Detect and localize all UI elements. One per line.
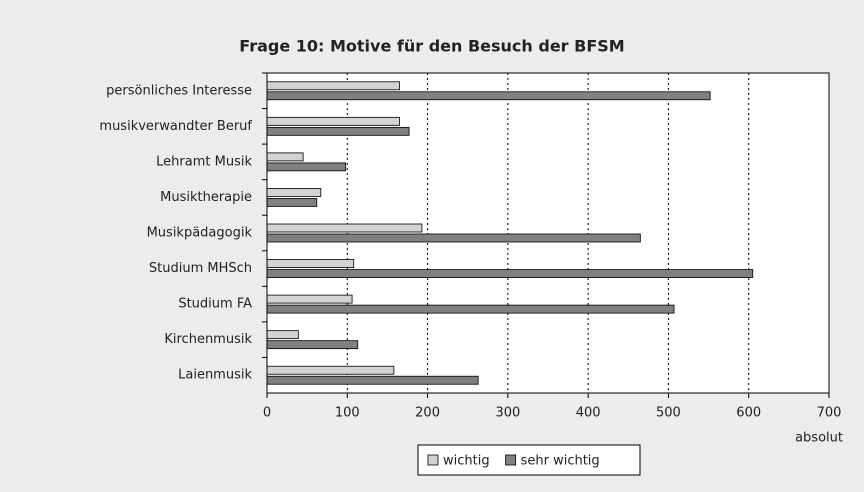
- x-tick-label: 400: [576, 406, 601, 421]
- bar: [266, 365, 395, 375]
- bar: [266, 116, 400, 126]
- chart-title: Frage 10: Motive für den Besuch der BFSM: [239, 37, 624, 56]
- bar: [266, 162, 347, 172]
- x-tick-label: 600: [736, 406, 761, 421]
- bar: [266, 233, 641, 243]
- y-tick-label: musikverwandter Beruf: [99, 119, 252, 134]
- bar: [266, 330, 299, 340]
- bar: [266, 188, 322, 197]
- y-tick-label: persönliches Interesse: [106, 83, 252, 98]
- bar: [266, 223, 423, 233]
- y-tick-label: Musiktherapie: [160, 190, 252, 205]
- legend-swatch: [505, 454, 516, 466]
- bar: [266, 91, 711, 101]
- plot-area: [267, 73, 829, 393]
- bar: [266, 304, 675, 314]
- y-tick-label: Studium FA: [178, 297, 252, 312]
- x-tick-label: 300: [495, 406, 520, 421]
- bar: [266, 152, 304, 162]
- x-tick-label: 700: [817, 406, 842, 421]
- bar: [266, 375, 479, 385]
- y-tick-label: Musikpädagogik: [147, 226, 253, 241]
- y-tick-label: Laienmusik: [178, 368, 252, 383]
- bar: [266, 126, 410, 136]
- bar: [266, 198, 318, 207]
- legend-label: sehr wichtig: [521, 454, 600, 469]
- y-tick-label: Kirchenmusik: [164, 332, 252, 347]
- x-tick-label: 500: [656, 406, 681, 421]
- bar: [266, 259, 355, 268]
- bar: [266, 269, 754, 278]
- legend-label: wichtig: [443, 454, 490, 469]
- legend-box: [417, 444, 641, 476]
- plot-border: [266, 72, 830, 394]
- x-tick-label: 100: [335, 406, 360, 421]
- y-tick-label: Studium MHSch: [149, 261, 252, 276]
- bar: [266, 340, 359, 350]
- y-tick-label: Lehramt Musik: [156, 154, 252, 169]
- x-tick-label: 0: [263, 406, 271, 421]
- bar: [266, 294, 353, 304]
- legend-swatch: [427, 454, 439, 466]
- x-tick-label: 200: [415, 406, 440, 421]
- x-axis-label: absolut: [795, 431, 843, 446]
- bar: [266, 81, 400, 91]
